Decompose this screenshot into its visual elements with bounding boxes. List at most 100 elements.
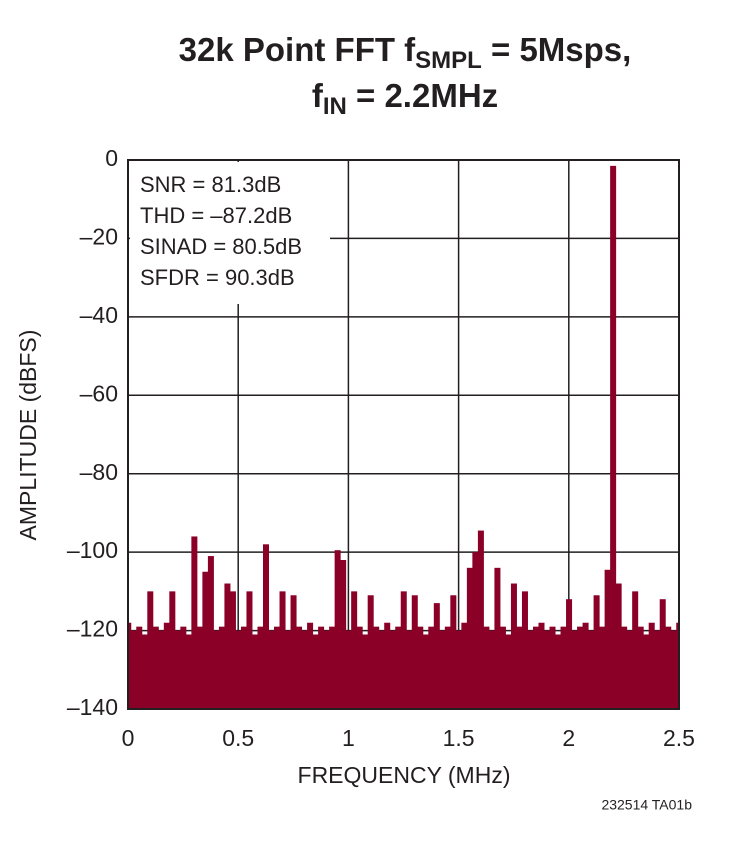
spectrum-bar <box>169 591 176 709</box>
title-subscript: IN <box>323 93 347 120</box>
x-tick-label: 2 <box>562 725 575 751</box>
spectrum-bar <box>483 626 490 709</box>
spectrum-bar <box>665 626 672 709</box>
spectrum-bar <box>648 622 655 709</box>
title-part: = 5Msps, <box>482 31 631 68</box>
spectrum-bar <box>262 544 270 709</box>
spectrum-bar <box>218 626 225 709</box>
y-tick-label: –120 <box>67 616 118 642</box>
x-tick-label: 1.5 <box>443 725 475 751</box>
spectrum-bar <box>676 622 679 709</box>
spectrum-bar <box>400 591 407 709</box>
y-tick-label: –140 <box>67 694 118 720</box>
spectrum-bar <box>351 591 358 709</box>
spectrum-bar <box>654 630 661 709</box>
title-subscript: SMPL <box>415 47 482 74</box>
spectrum-bar <box>632 591 639 709</box>
spectrum-bar <box>180 626 187 709</box>
chart-title: 32k Point FFT fSMPL = 5Msps, <box>179 31 632 75</box>
spectrum-bar <box>604 569 611 709</box>
spectrum-bar <box>367 595 374 709</box>
spectrum-bar <box>417 626 424 709</box>
spectrum-bar <box>450 595 457 709</box>
spectrum-bar <box>577 626 584 709</box>
spectrum-bar <box>599 626 606 709</box>
plot-frame <box>127 159 680 710</box>
spectrum-bar <box>610 165 617 709</box>
spectrum-bar <box>516 626 523 709</box>
spectrum-bar <box>268 630 275 709</box>
spectrum-bar <box>544 630 551 709</box>
spectrum-bar <box>659 599 666 709</box>
spectrum-bar <box>147 591 154 709</box>
figure-id: 232514 TA01b <box>601 797 692 813</box>
spectrum-bar <box>345 630 352 709</box>
spectrum-bar <box>549 626 556 709</box>
spectrum-bar <box>439 630 446 709</box>
spectrum-bar <box>560 626 567 709</box>
chart-title: fIN = 2.2MHz <box>312 77 498 121</box>
spectrum-bar <box>472 552 479 709</box>
spectrum-bar <box>444 626 451 709</box>
spectrum-bar <box>389 630 396 709</box>
annotation: SNR = 81.3dB <box>140 172 281 197</box>
x-tick-label: 2.5 <box>663 725 695 751</box>
spectrum-bar <box>340 559 347 709</box>
spectrum-bar <box>395 626 402 709</box>
spectrum-bar <box>615 583 622 709</box>
spectrum-bar <box>538 622 545 709</box>
spectrum-bar <box>593 595 600 709</box>
spectrum-bar <box>213 630 220 709</box>
spectrum-bar <box>307 622 314 709</box>
y-tick-label: –20 <box>80 224 118 250</box>
spectrum-bar <box>433 603 440 709</box>
y-tick-label: –100 <box>67 537 118 563</box>
spectrum-bar <box>588 630 595 709</box>
spectrum-bar <box>235 630 242 709</box>
spectrum-bar <box>318 626 325 709</box>
spectrum-bar <box>455 630 462 709</box>
spectrum-bar <box>274 626 281 709</box>
spectrum-bar <box>527 630 534 709</box>
spectrum-bar <box>406 630 413 709</box>
annotation-box <box>130 162 330 304</box>
spectrum-bar <box>637 626 644 709</box>
spectrum-bar <box>174 630 181 709</box>
y-tick-label: –60 <box>80 380 118 406</box>
spectrum-bar <box>422 634 429 709</box>
spectrum-bar <box>251 634 258 709</box>
spectrum-bar <box>510 583 517 709</box>
spectrum-bar <box>240 626 247 709</box>
y-tick-label: –40 <box>80 302 118 328</box>
spectrum-bar <box>207 556 214 709</box>
spectrum-bar <box>626 630 633 709</box>
spectrum-bar <box>334 550 341 709</box>
spectrum-bar <box>466 567 473 709</box>
spectrum-bar <box>532 626 539 709</box>
spectrum-bar <box>477 530 484 709</box>
x-tick-label: 1 <box>342 725 355 751</box>
y-tick-label: –80 <box>80 459 118 485</box>
spectrum-bar <box>246 591 253 709</box>
spectrum-bar <box>196 626 203 709</box>
spectrum-bar <box>499 626 506 709</box>
title-part: = 2.2MHz <box>347 77 498 114</box>
spectrum-bar <box>428 626 435 709</box>
spectrum-bar <box>257 626 264 709</box>
spectrum-bar <box>521 591 528 709</box>
spectrum-bar <box>488 630 495 709</box>
spectrum-bar <box>290 595 297 709</box>
spectrum-bar <box>224 583 231 709</box>
annotations: SNR = 81.3dB THD = –87.2dB SINAD = 80.5dB S… <box>130 162 330 304</box>
spectrum-bar <box>329 626 336 709</box>
spectrum-bar <box>362 634 369 709</box>
x-tick-label: 0 <box>122 725 135 751</box>
spectrum-bar <box>621 626 628 709</box>
annotation: THD = –87.2dB <box>140 203 292 228</box>
annotation: SINAD = 80.5dB <box>140 234 302 259</box>
spectrum-bar <box>323 630 330 709</box>
spectrum-bar <box>384 622 391 709</box>
spectrum-bar <box>643 634 650 709</box>
y-tick-label: 0 <box>105 145 118 171</box>
